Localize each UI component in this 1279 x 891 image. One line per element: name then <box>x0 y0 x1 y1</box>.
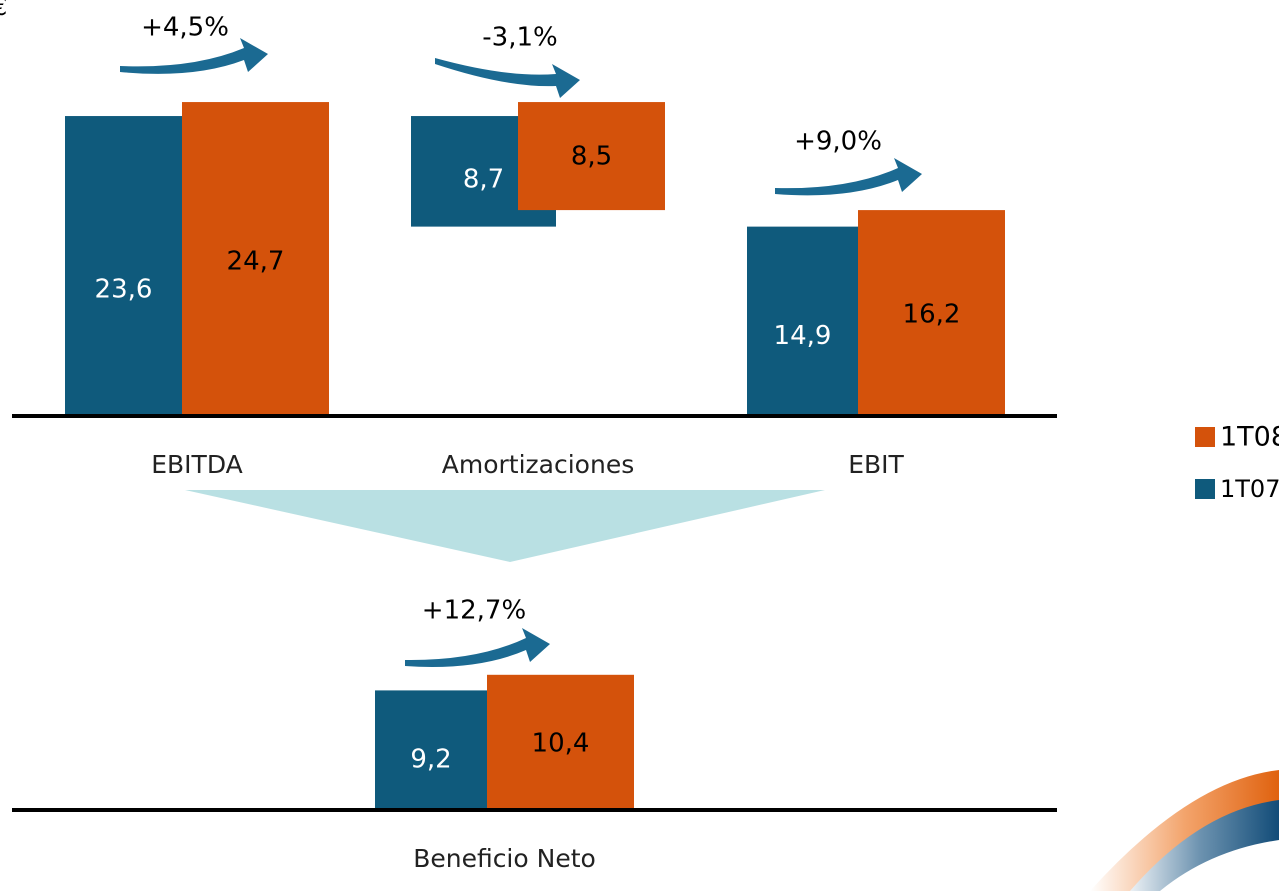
annotation: +4,5% <box>141 13 229 43</box>
value-label: 23,6 <box>95 275 153 305</box>
category-label: EBIT <box>848 450 904 479</box>
legend-label: 1T07 <box>1220 475 1279 503</box>
value-label: 9,2 <box>410 744 451 774</box>
value-label: 14,9 <box>774 321 832 351</box>
category-label: Beneficio Neto <box>413 844 596 873</box>
arrow <box>405 628 550 667</box>
bar <box>65 116 182 416</box>
category-label: Amortizaciones <box>442 450 634 479</box>
unit: € <box>0 0 7 21</box>
chart: € +4,5% -3,1% +9,0% 23,6 8,7 14,9 24,7 8,5 16,2 E… <box>0 0 1279 891</box>
arrow <box>775 158 922 195</box>
annotation: +9,0% <box>794 127 882 157</box>
funnel <box>185 490 825 562</box>
value-label: 24,7 <box>227 247 285 277</box>
value-label: 10,4 <box>532 728 590 758</box>
category-label: EBITDA <box>151 450 243 479</box>
arrow <box>435 58 580 98</box>
value-label: 16,2 <box>903 300 961 330</box>
value-label: 8,5 <box>571 142 612 172</box>
legend-swatch <box>1195 479 1215 499</box>
legend-swatch <box>1195 427 1215 447</box>
value-label: 8,7 <box>463 165 504 195</box>
arrow <box>120 38 268 74</box>
annotation: -3,1% <box>482 23 557 53</box>
annotation: +12,7% <box>422 596 526 626</box>
legend-label: 1T08 <box>1220 422 1279 453</box>
